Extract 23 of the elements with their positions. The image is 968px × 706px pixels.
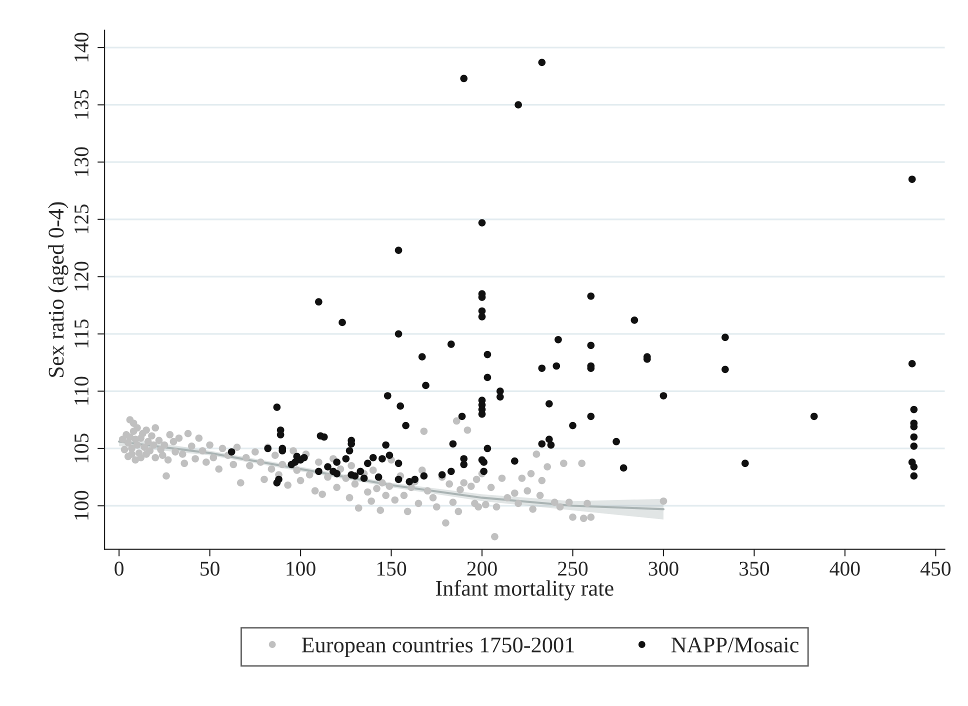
x-tick-label: 100 [286,562,316,576]
y-tick-label: 140 [74,32,89,62]
x-tick-label: 150 [377,562,406,576]
x-tick-label: 350 [740,562,770,576]
y-tick-label: 125 [74,204,89,234]
y-tick-label: 110 [74,376,89,405]
y-tick-label: 100 [74,490,89,520]
legend-label: NAPP/Mosaic [671,638,799,652]
y-tick-label: 130 [74,147,89,176]
x-tick-label: 50 [200,562,220,576]
y-tick-label: 105 [74,434,89,462]
x-axis-title: Infant mortality rate [436,580,614,600]
y-tick-label: 120 [74,262,89,290]
x-tick-label: 450 [920,562,951,576]
x-tick-label: 400 [830,562,860,576]
y-tick-label: 115 [74,319,89,348]
legend-label: European countries 1750-2001 [302,638,574,658]
x-tick-label: 250 [558,562,588,576]
y-tick-label: 135 [74,90,89,119]
x-tick-label: 200 [467,562,497,576]
x-tick-label: 0 [114,562,124,576]
y-axis-title: Sex ratio (aged 0-4) [48,202,68,377]
x-tick-label: 300 [648,562,678,576]
